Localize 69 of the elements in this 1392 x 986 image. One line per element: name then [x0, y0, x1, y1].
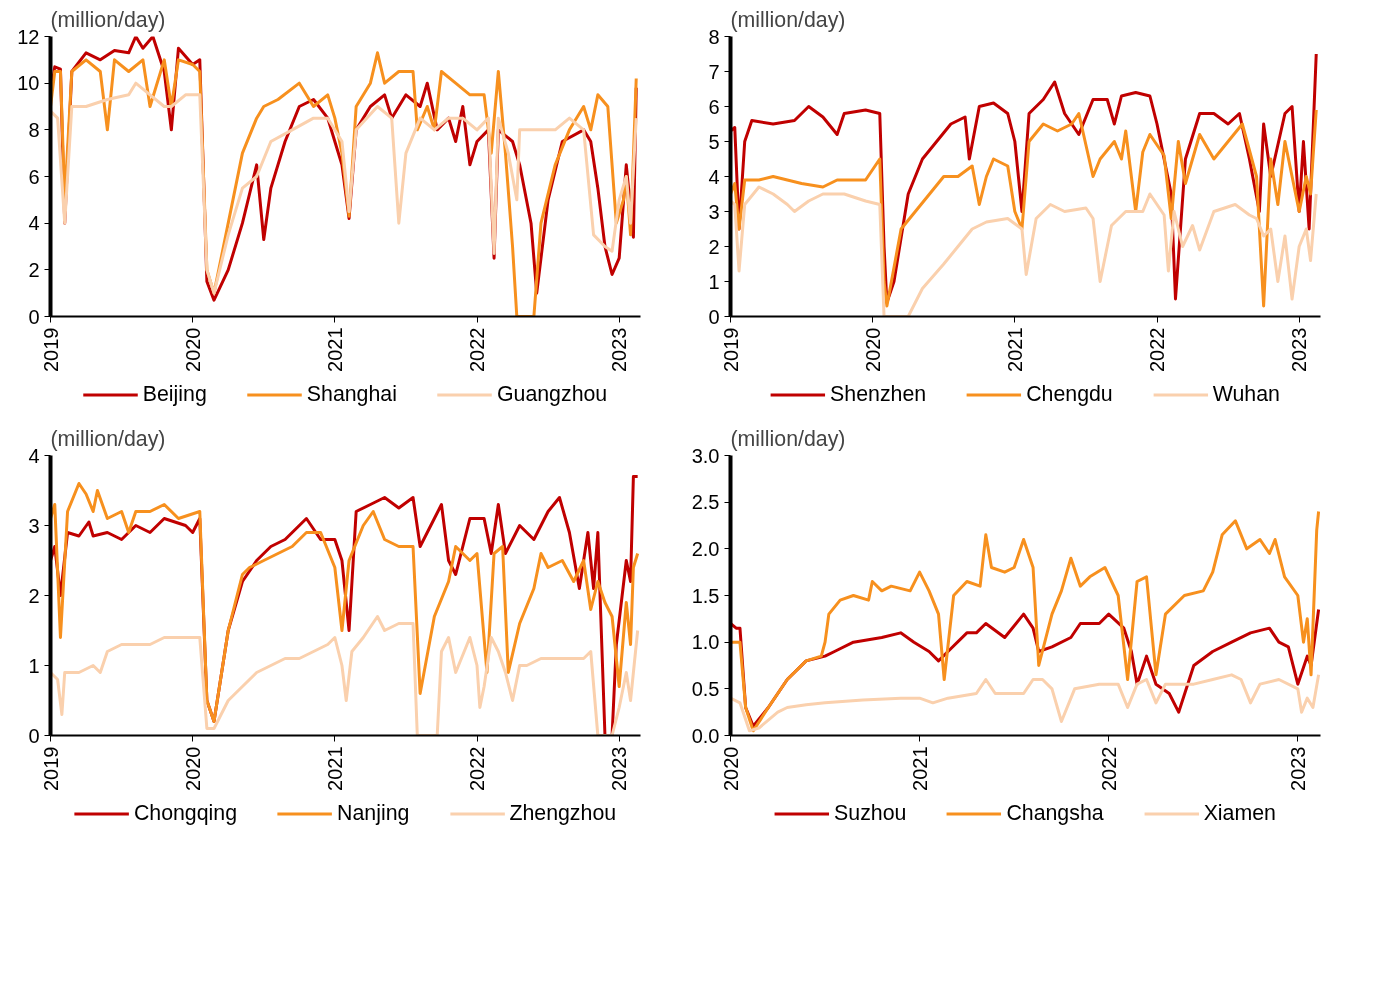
y-tick-label: 2.0: [691, 537, 720, 560]
x-tick-label: 2023: [608, 746, 631, 791]
legend-label: Shanghai: [306, 381, 397, 407]
y-tick-label: 1.5: [691, 584, 720, 607]
y-tick-label: 3: [708, 200, 720, 223]
line-series: [730, 108, 1318, 308]
line-series: [730, 673, 1321, 733]
x-tick-label: 2023: [1288, 327, 1311, 372]
y-axis-title: (million/day): [50, 426, 166, 451]
legend-label: Wuhan: [1212, 381, 1280, 407]
legend-label: Guangzhou: [496, 381, 608, 407]
legend-label: Shenzhen: [830, 381, 927, 407]
y-tick-label: 5: [708, 130, 720, 153]
line-series: [730, 510, 1321, 733]
legend-label: Chongqing: [133, 800, 238, 826]
y-tick-label: 6: [708, 95, 720, 118]
x-tick-label: 2021: [1003, 327, 1026, 372]
line-series: [730, 185, 1318, 317]
y-axis-title: (million/day): [730, 7, 846, 32]
y-tick-label: 4: [28, 444, 40, 467]
y-tick-label: 0: [28, 305, 40, 328]
y-tick-label: 3.0: [691, 444, 720, 467]
line-series: [50, 81, 638, 295]
legend-label: Xiamen: [1203, 800, 1276, 826]
x-tick-label: 2019: [39, 327, 62, 372]
legend-label: Changsha: [1006, 800, 1104, 826]
x-tick-label: 2022: [1097, 746, 1120, 791]
legend-label: Zhengzhou: [509, 800, 617, 826]
x-tick-label: 2020: [181, 746, 204, 791]
y-axis-title: (million/day): [50, 7, 166, 32]
x-tick-label: 2021: [323, 746, 346, 791]
x-tick-label: 2022: [466, 746, 489, 791]
y-tick-label: 7: [708, 60, 720, 83]
x-tick-label: 2023: [1286, 746, 1309, 791]
legend-label: Suzhou: [834, 800, 907, 826]
legend-label: Chengdu: [1026, 381, 1113, 407]
x-tick-label: 2020: [861, 327, 884, 372]
y-axis-title: (million/day): [730, 426, 846, 451]
x-tick-label: 2022: [1146, 327, 1169, 372]
x-tick-label: 2022: [466, 327, 489, 372]
x-tick-label: 2021: [908, 746, 931, 791]
y-tick-label: 2.5: [691, 491, 720, 514]
y-tick-label: 4: [708, 165, 720, 188]
x-tick-label: 2019: [719, 327, 742, 372]
y-tick-label: 12: [17, 25, 40, 48]
x-tick-label: 2019: [39, 746, 62, 791]
y-tick-label: 8: [708, 25, 720, 48]
y-tick-label: 10: [17, 72, 40, 95]
y-tick-label: 1: [708, 270, 720, 293]
line-series: [50, 615, 640, 736]
legend-label: Beijing: [142, 381, 207, 407]
y-tick-label: 0.5: [691, 677, 720, 700]
y-tick-label: 2: [708, 235, 720, 258]
y-tick-label: 8: [28, 118, 40, 141]
y-tick-label: 2: [28, 258, 40, 281]
x-tick-label: 2020: [181, 327, 204, 372]
y-tick-label: 1: [28, 654, 40, 677]
y-tick-label: 0.0: [691, 724, 720, 747]
legend-label: Nanjing: [337, 800, 410, 826]
y-tick-label: 1.0: [691, 631, 720, 654]
y-tick-label: 2: [28, 584, 40, 607]
y-tick-label: 0: [28, 724, 40, 747]
x-tick-label: 2020: [719, 746, 742, 791]
y-tick-label: 3: [28, 514, 40, 537]
y-tick-label: 6: [28, 165, 40, 188]
y-tick-label: 4: [28, 212, 40, 235]
x-tick-label: 2023: [608, 327, 631, 372]
y-tick-label: 0: [708, 305, 720, 328]
x-tick-label: 2021: [323, 327, 346, 372]
